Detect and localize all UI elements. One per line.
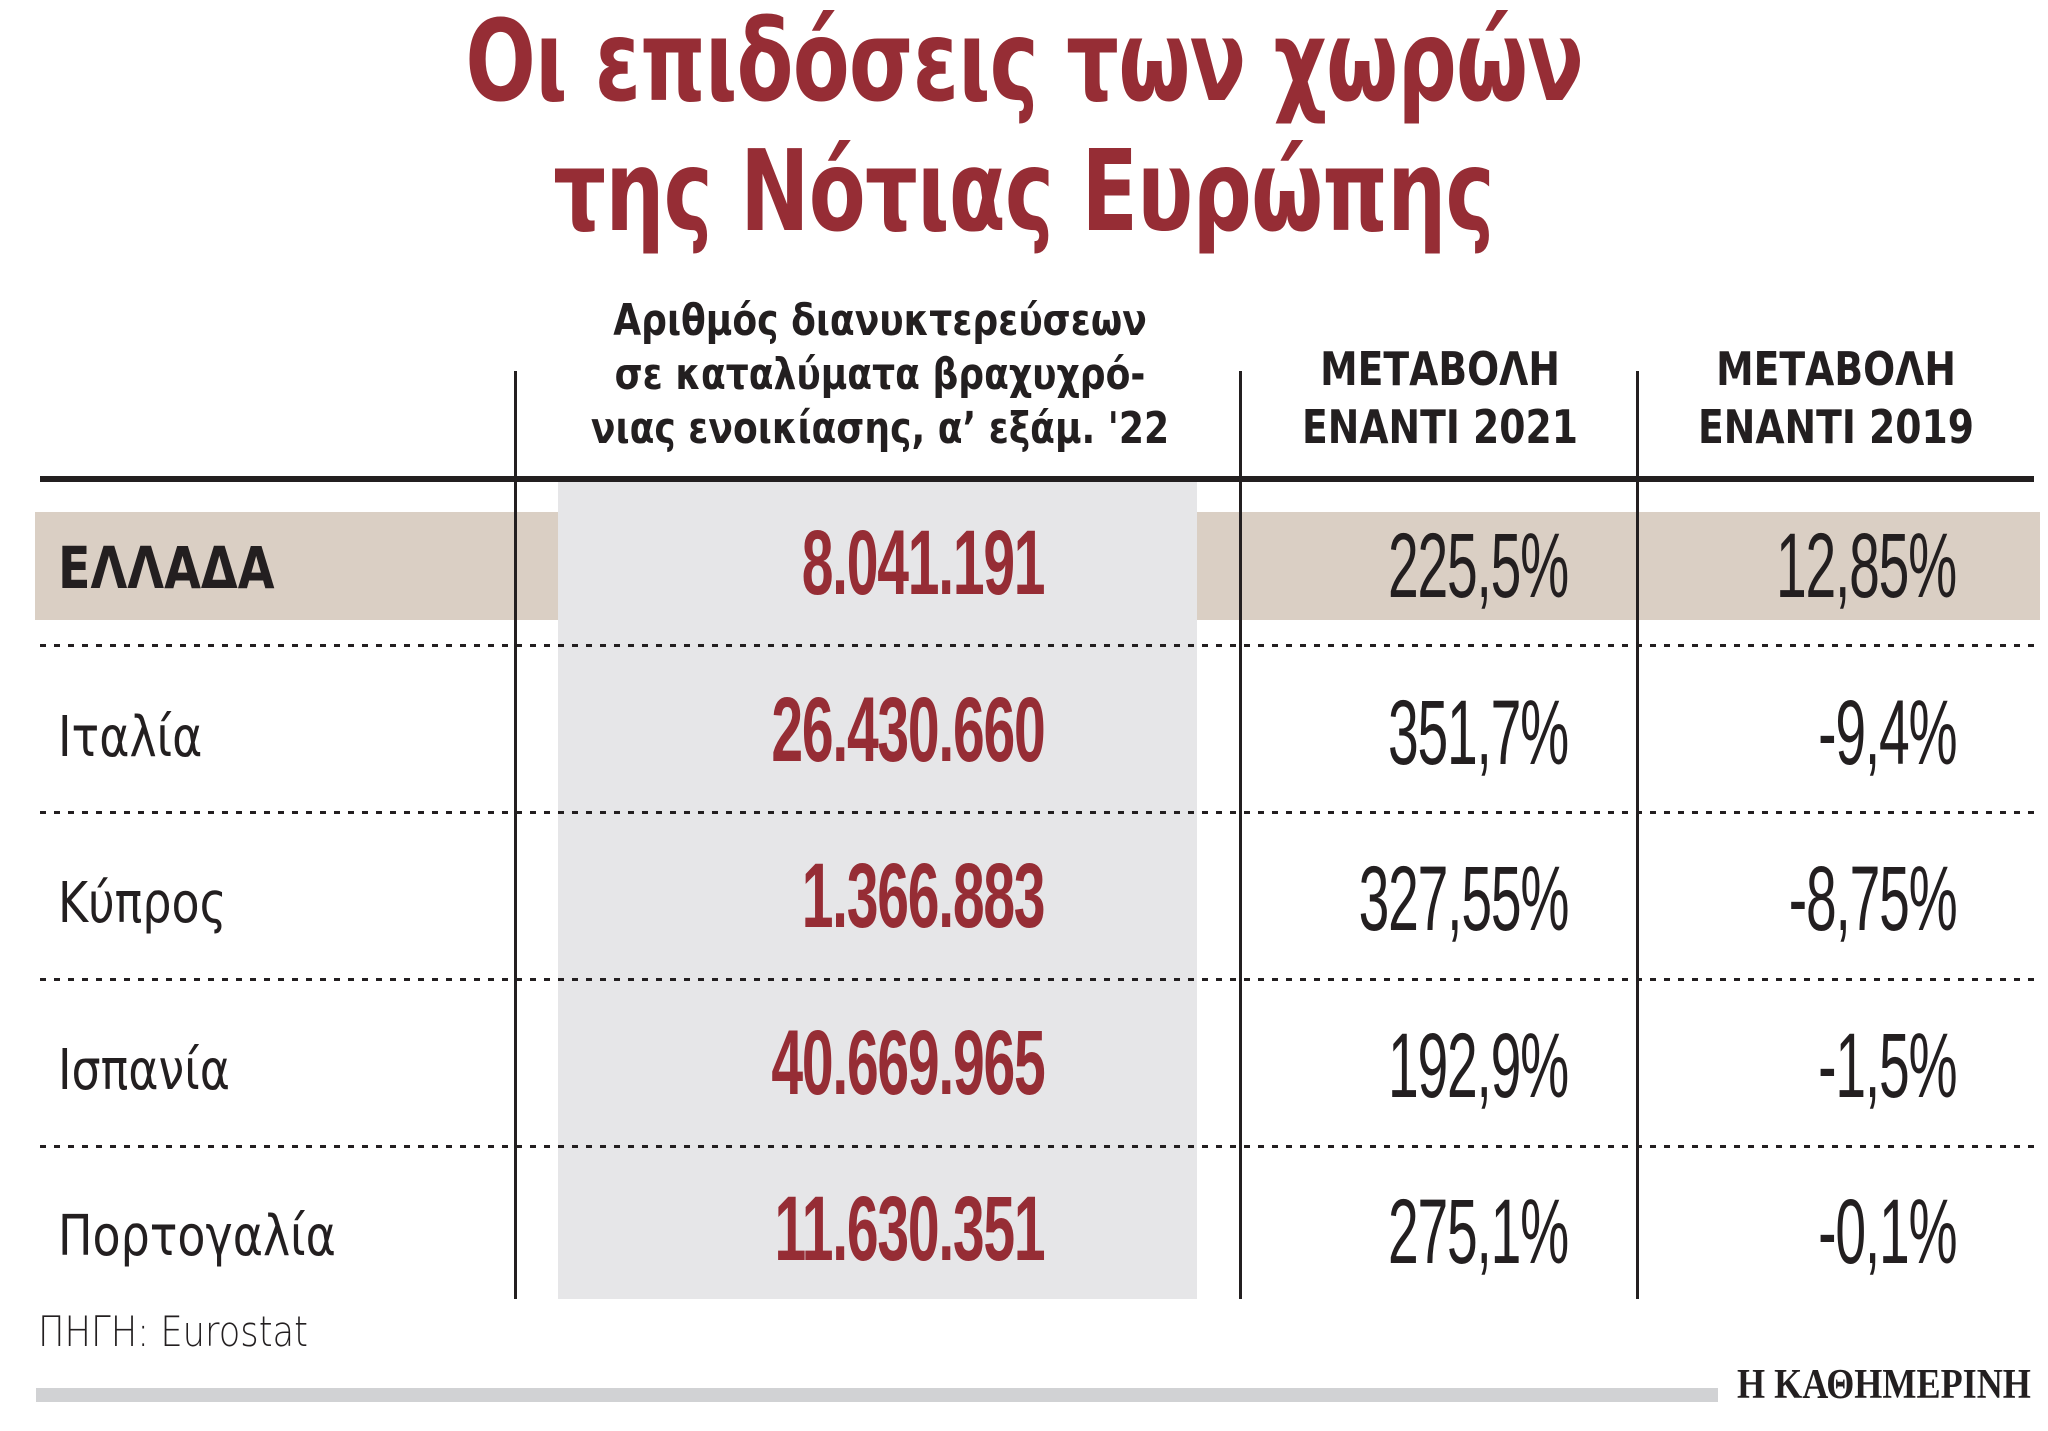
publisher-logo-text: Η ΚΑΘΗΜΕΡΙΝΗ xyxy=(1737,1362,2031,1408)
header-change-2019-line-1: ΜΕΤΑΒΟΛΗ xyxy=(1716,342,1956,396)
change-2021-value: 327,55% xyxy=(1358,848,1569,950)
header-change-2019: ΜΕΤΑΒΟΛΗ ΕΝΑΝΤΙ 2019 xyxy=(1638,340,2034,456)
row-separator xyxy=(40,811,2034,814)
title-line-1: Οι επιδόσεις των χωρών xyxy=(0,6,2048,118)
change-2021-value: 275,1% xyxy=(1387,1181,1569,1283)
header-overnights-line-2: σε καταλύματα βραχυχρό- xyxy=(614,349,1146,400)
change-2019-value: -9,4% xyxy=(1817,682,1957,784)
change-2021-value: 225,5% xyxy=(1387,515,1569,617)
overnights-column-background xyxy=(558,482,1197,1299)
header-overnights-line-1: Αριθμός διανυκτερεύσεων xyxy=(613,295,1147,346)
table-row-change-2019: -0,1% xyxy=(1726,1181,1957,1283)
change-2019-value: 12,85% xyxy=(1775,515,1957,617)
title-text-1: Οι επιδόσεις των χωρών xyxy=(465,0,1583,127)
row-separator xyxy=(40,644,2034,647)
table-row-country: Ισπανία xyxy=(58,1031,268,1111)
title-text-2: της Νότιας Ευρώπης xyxy=(553,127,1495,257)
table-row-country: Κύπρος xyxy=(58,864,264,944)
country-label: ΕΛΛΑΔΑ xyxy=(58,534,275,602)
country-label: Κύπρος xyxy=(58,871,227,936)
column-divider-1 xyxy=(514,371,517,1299)
table-row-change-2019: 12,85% xyxy=(1656,515,1957,617)
table-row-change-2021: 192,9% xyxy=(1268,1015,1569,1117)
source-note: ΠΗΓΗ: Eurostat xyxy=(38,1306,359,1358)
header-change-2021: ΜΕΤΑΒΟΛΗ ΕΝΑΝΤΙ 2021 xyxy=(1242,340,1638,456)
header-change-2019-line-2: ΕΝΑΝΤΙ 2019 xyxy=(1698,400,1974,454)
column-divider-2 xyxy=(1239,371,1242,1299)
table-row-overnights: 8.041.191 xyxy=(653,512,1045,614)
table-row-change-2019: -9,4% xyxy=(1726,682,1957,784)
table-row-change-2019: -8,75% xyxy=(1677,849,1957,949)
table-row-overnights: 1.366.883 xyxy=(653,845,1045,947)
publisher-logo: Η ΚΑΘΗΜΕΡΙΝΗ xyxy=(1737,1360,2048,1410)
change-2021-value: 351,7% xyxy=(1387,682,1569,784)
table-row-overnights: 26.430.660 xyxy=(604,679,1045,781)
table-row-country: Ιταλία xyxy=(58,698,234,778)
header-overnights-line-3: νιας ενοικίασης, α’ εξάμ. '22 xyxy=(590,403,1170,454)
table-row-change-2019: -1,5% xyxy=(1726,1015,1957,1117)
table-row-overnights: 40.669.965 xyxy=(604,1012,1045,1114)
change-2021-value: 192,9% xyxy=(1387,1015,1569,1117)
row-separator xyxy=(40,978,2034,981)
change-2019-value: -1,5% xyxy=(1817,1015,1957,1117)
overnights-value: 40.669.965 xyxy=(770,1012,1045,1114)
footer-bar xyxy=(36,1388,1718,1402)
column-divider-3 xyxy=(1636,371,1639,1299)
title-line-2: της Νότιας Ευρώπης xyxy=(0,136,2048,248)
table-row-change-2021: 275,1% xyxy=(1268,1181,1569,1283)
table-row-change-2021: 351,7% xyxy=(1268,682,1569,784)
source-text: ΠΗΓΗ: Eurostat xyxy=(38,1307,308,1356)
overnights-value: 1.366.883 xyxy=(801,845,1045,947)
header-change-2021-line-2: ΕΝΑΝΤΙ 2021 xyxy=(1302,400,1578,454)
header-change-2021-line-1: ΜΕΤΑΒΟΛΗ xyxy=(1320,342,1560,396)
header-rule xyxy=(40,476,2034,482)
overnights-value: 26.430.660 xyxy=(770,679,1045,781)
table-row-change-2021: 327,55% xyxy=(1219,848,1569,950)
overnights-value: 11.630.351 xyxy=(774,1178,1045,1280)
country-label: Ιταλία xyxy=(58,705,203,770)
country-label: Ισπανία xyxy=(58,1038,231,1103)
change-2019-value: -0,1% xyxy=(1817,1181,1957,1283)
header-overnights: Αριθμός διανυκτερεύσεων σε καταλύματα βρ… xyxy=(520,294,1240,456)
table-row-change-2021: 225,5% xyxy=(1268,515,1569,617)
table-row-country: Πορτογαλία xyxy=(58,1197,397,1277)
country-label: Πορτογαλία xyxy=(58,1204,336,1269)
row-separator xyxy=(40,1145,2034,1148)
table-row-country: ΕΛΛΑΔΑ xyxy=(58,528,322,608)
table-row-overnights: 11.630.351 xyxy=(609,1178,1045,1280)
overnights-value: 8.041.191 xyxy=(801,512,1045,614)
change-2019-value: -8,75% xyxy=(1788,848,1957,950)
